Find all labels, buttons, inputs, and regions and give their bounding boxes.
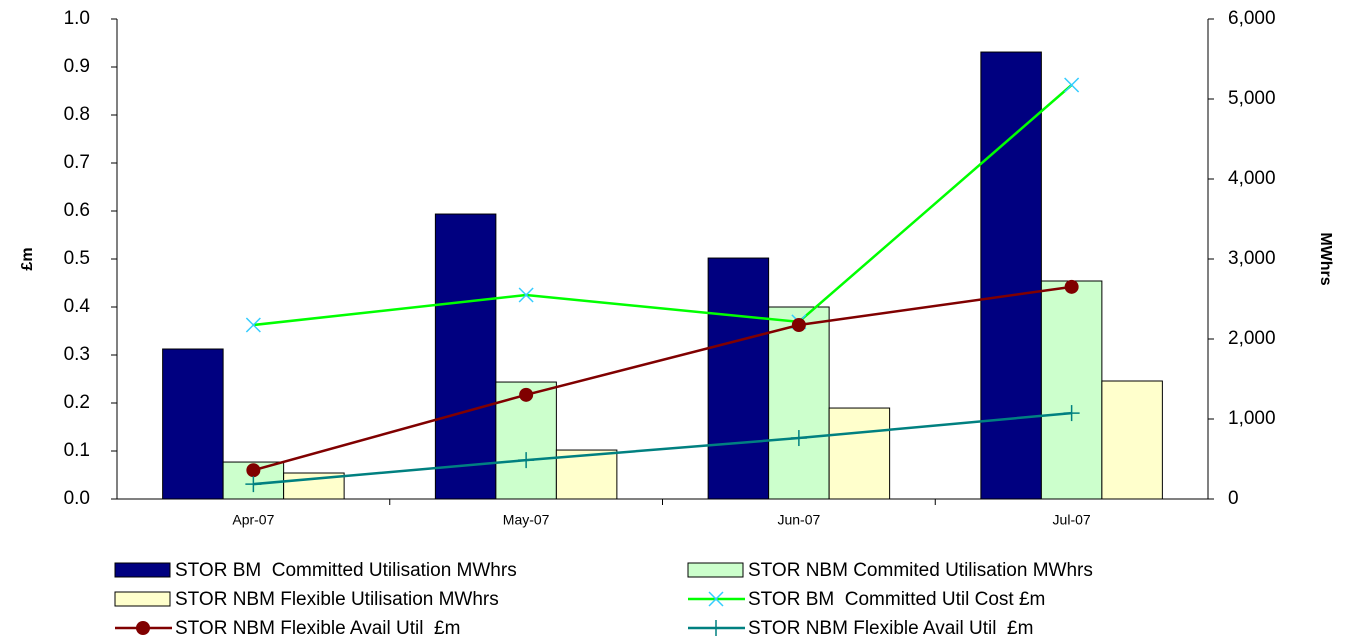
- y2-tick-label: 1,000: [1228, 408, 1276, 429]
- legend-swatch: [687, 562, 744, 578]
- point-marker: [518, 287, 534, 303]
- bar: [980, 51, 1042, 500]
- bar: [1101, 380, 1163, 500]
- point-marker: [245, 317, 261, 333]
- bar: [162, 348, 224, 500]
- y2-tick-label: 2,000: [1228, 328, 1276, 349]
- y-tick-label: 1.0: [64, 8, 90, 29]
- legend-label: STOR NBM Flexible Utilisation MWhrs: [175, 589, 499, 610]
- legend-label: STOR BM Committed Util Cost £m: [748, 589, 1045, 610]
- point-marker: [1063, 405, 1080, 422]
- legend-label: STOR NBM Flexible Avail Util £m: [175, 618, 460, 639]
- y2-tick-label: 6,000: [1228, 8, 1276, 29]
- y-tick-label: 0.5: [64, 248, 90, 269]
- bar: [434, 213, 497, 500]
- marker-stroke: [518, 287, 534, 303]
- point-marker: [518, 452, 535, 469]
- y-tick-label: 0.1: [64, 440, 90, 461]
- marker-stroke: [245, 317, 261, 333]
- legend-label: STOR NBM Flexible Avail Util £m: [748, 618, 1033, 639]
- legend-item: STOR BM Committed Utilisation MWhrs: [114, 560, 517, 581]
- marker-stroke: [1064, 77, 1080, 93]
- y-tick-label: 0.6: [64, 200, 90, 221]
- legend-marker: [708, 620, 724, 636]
- legend-marker: [708, 591, 724, 607]
- point-marker: [791, 318, 806, 332]
- y2-tick-label: 3,000: [1228, 248, 1276, 269]
- bar: [707, 257, 770, 500]
- y-tick-label: 0.2: [64, 392, 90, 413]
- x-tick-label: May-07: [503, 512, 550, 528]
- point-marker: [790, 430, 807, 447]
- y2-tick-label: 0: [1228, 488, 1239, 509]
- line: [253, 411, 1072, 486]
- line: [253, 285, 1072, 472]
- legend-item: STOR NBM Flexible Avail Util £m: [115, 618, 460, 639]
- y2-axis-title: MWhrs: [1317, 232, 1334, 285]
- legend-item: STOR NBM Flexible Avail Util £m: [688, 618, 1033, 639]
- y-tick-label: 0.8: [64, 104, 90, 125]
- legend-item: STOR NBM Flexible Utilisation MWhrs: [114, 589, 499, 610]
- point-marker: [246, 463, 261, 478]
- legend-marker: [136, 621, 150, 635]
- marker-stroke: [708, 591, 724, 607]
- y-tick-label: 0.7: [64, 152, 90, 173]
- y2-tick-label: 5,000: [1228, 88, 1276, 109]
- point-marker: [519, 387, 534, 402]
- y-tick-label: 0.3: [64, 344, 90, 365]
- x-tick-label: Jun-07: [777, 512, 820, 528]
- legend-swatch: [114, 562, 171, 578]
- point-marker: [245, 476, 262, 493]
- y-axis-title: £m: [19, 247, 36, 270]
- point-marker: [1064, 279, 1079, 294]
- legend-swatch: [114, 591, 171, 607]
- y-tick-label: 0.9: [64, 56, 90, 77]
- line: [253, 84, 1073, 327]
- legend-item: STOR BM Committed Util Cost £m: [688, 589, 1045, 610]
- y2-tick-label: 4,000: [1228, 168, 1276, 189]
- bar: [828, 407, 891, 500]
- legend-item: STOR NBM Commited Utilisation MWhrs: [687, 560, 1093, 581]
- bar: [1040, 280, 1103, 500]
- bar: [768, 306, 830, 500]
- x-tick-label: Jul-07: [1053, 512, 1091, 528]
- bar: [555, 449, 618, 500]
- point-marker: [1064, 77, 1080, 93]
- legend-label: STOR NBM Commited Utilisation MWhrs: [748, 560, 1093, 581]
- legend-label: STOR BM Committed Utilisation MWhrs: [175, 560, 517, 581]
- y-tick-label: 0.0: [64, 488, 90, 509]
- y-tick-label: 0.4: [64, 296, 91, 317]
- x-tick-label: Apr-07: [232, 512, 274, 528]
